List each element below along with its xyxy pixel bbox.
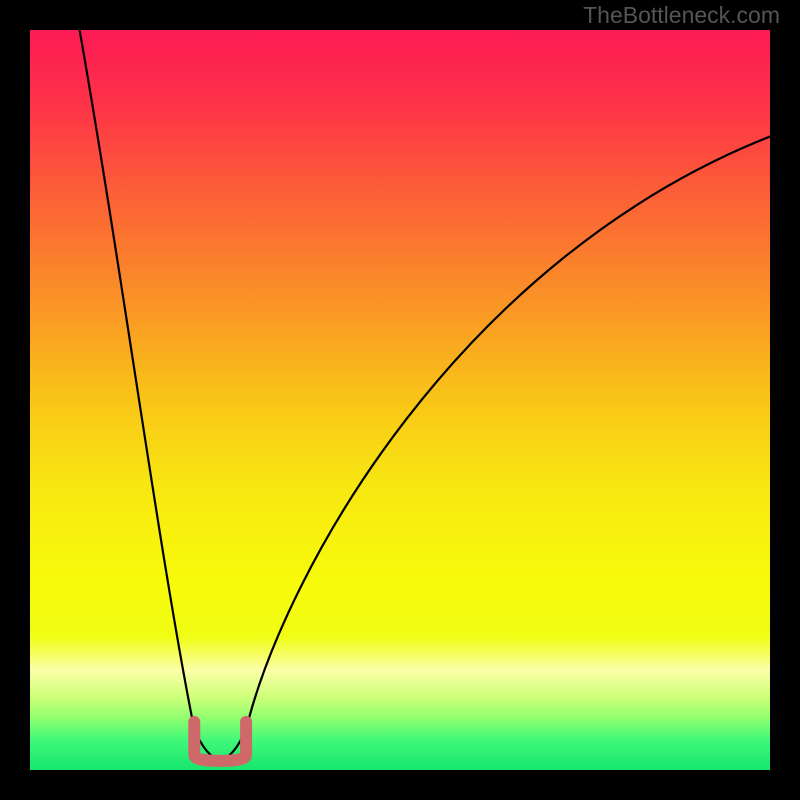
watermark-label: TheBottleneck.com [583, 2, 780, 29]
plot-background [30, 30, 770, 770]
bottleneck-chart [0, 0, 800, 800]
